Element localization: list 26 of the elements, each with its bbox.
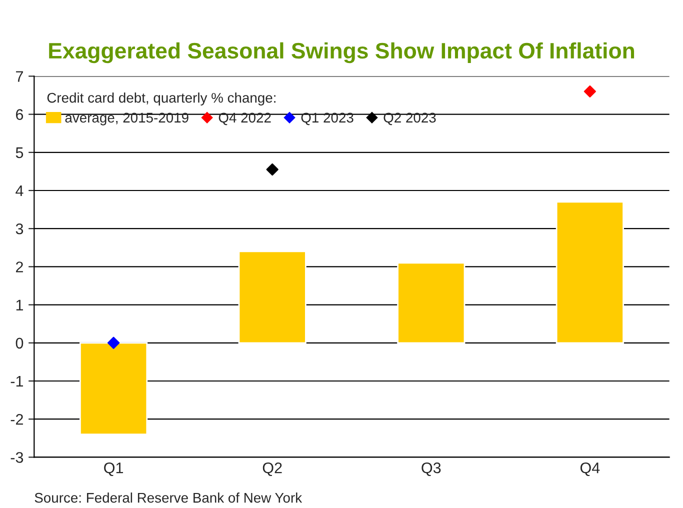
y-tick-label: 5 [16,147,24,158]
y-tick-label: 3 [16,223,24,234]
y-tick-label: 2 [16,262,23,272]
y-tick-label: 1 [16,300,23,310]
chart-title: Exaggerated Seasonal Swings Show Impact Of Inflation [49,42,634,64]
y-tick-label: -3 [10,452,24,463]
bar [238,250,306,344]
legend-label: Q2 2023 [384,112,436,126]
y-tick-label: 4 [16,186,24,196]
legend-label: Q4 2022 [218,112,271,126]
y-tick-label: 7 [16,71,23,82]
bar [556,201,624,344]
bar [397,262,466,344]
legend-title: Credit card debt, quarterly % change: [47,92,276,106]
source-note: Source: Federal Reserve Bank of New York [34,492,302,503]
y-tick-label: 0 [16,338,24,349]
legend-label: Q1 2023 [301,112,354,126]
x-tick-label: Q2 [262,462,282,476]
legend-label: average, 2015-2019 [65,112,188,126]
x-tick-label: Q1 [104,462,123,476]
x-tick-label: Q4 [580,462,600,476]
x-tick-label: Q3 [422,462,441,476]
y-tick-label: -2 [10,414,23,425]
y-tick-label: -1 [10,376,23,387]
y-tick-label: 6 [16,109,24,120]
bar [80,342,148,436]
